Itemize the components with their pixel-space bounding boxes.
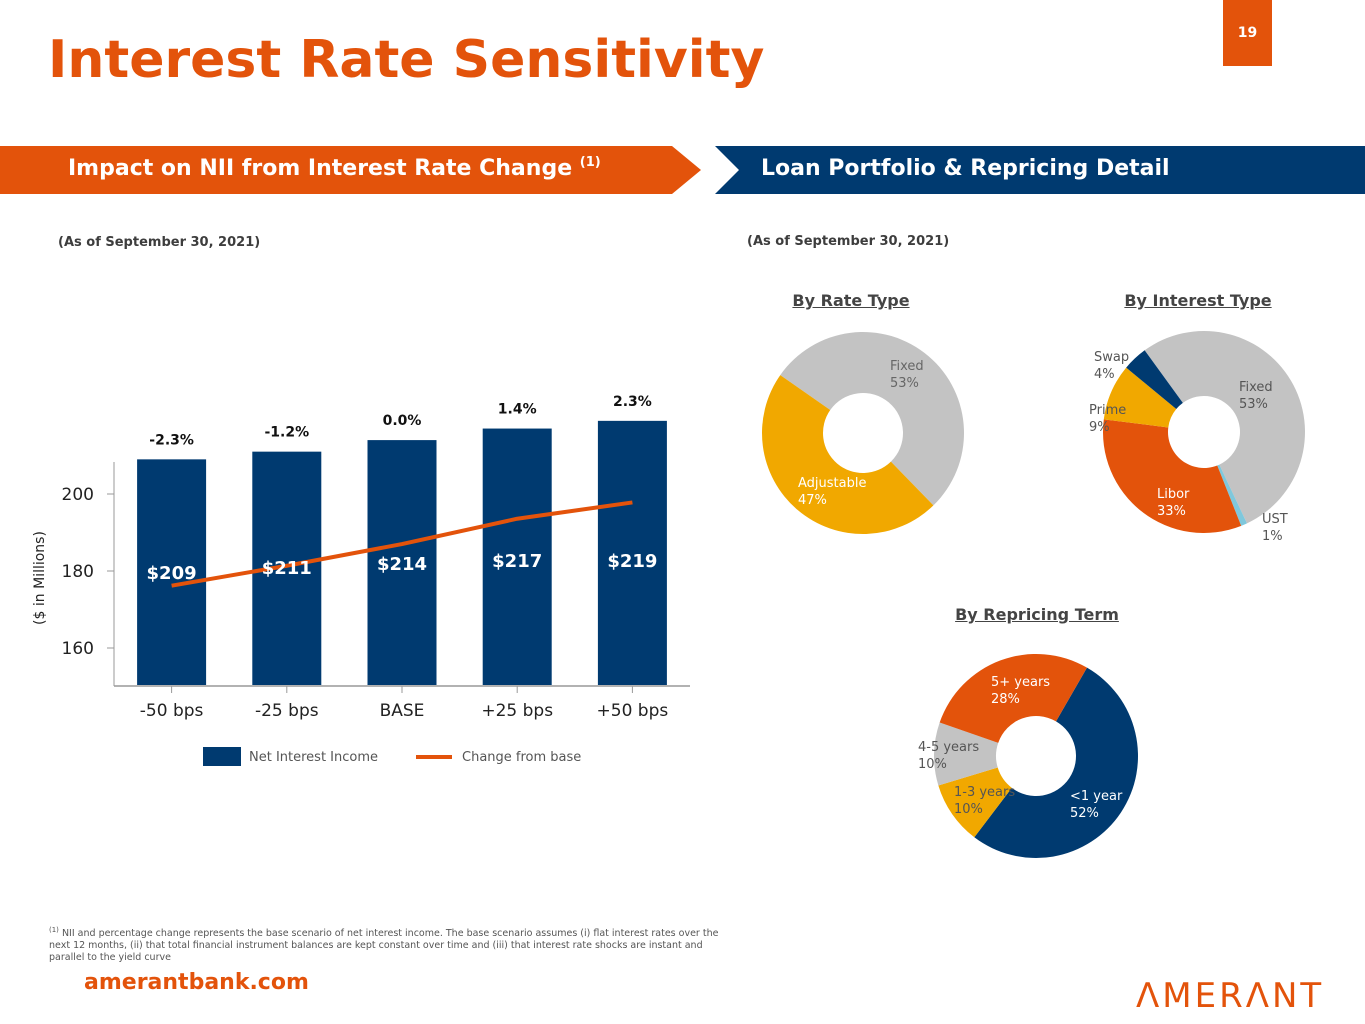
footnote-marker: (1) bbox=[49, 926, 59, 934]
donut-label-value: 53% bbox=[1239, 397, 1268, 412]
donut-label-value: 53% bbox=[890, 376, 919, 391]
nii-value-label: $217 bbox=[492, 551, 542, 572]
donut-label-name: 4-5 years bbox=[918, 740, 979, 755]
y-tick-label: 180 bbox=[62, 562, 94, 582]
donut-slice-swap bbox=[1126, 350, 1183, 410]
donut-label-value: 10% bbox=[954, 802, 983, 817]
donut-label-value: 28% bbox=[991, 692, 1020, 707]
nii-banner-shape bbox=[0, 146, 701, 194]
donut-label: Swap 4% bbox=[1094, 350, 1129, 382]
x-tick-label: -50 bps bbox=[140, 701, 204, 721]
amerant-logo: ΛMERΛNT bbox=[1136, 976, 1325, 1016]
donut-label-name: 1-3 years bbox=[954, 785, 1015, 800]
y-tick-label: 200 bbox=[62, 485, 94, 505]
pct-change-label: -1.2% bbox=[264, 425, 309, 441]
loan-banner-shape bbox=[715, 146, 1365, 194]
donut-label-value: 52% bbox=[1070, 806, 1099, 821]
change-from-base-line bbox=[171, 500, 633, 588]
donut-slice-fixed bbox=[780, 332, 964, 506]
nii-value-label: $209 bbox=[147, 563, 197, 584]
x-tick-label: +25 bps bbox=[481, 701, 553, 721]
donut-label-name: Libor bbox=[1157, 487, 1190, 502]
nii-bar-chart: 160 180 200 ($ in Millions) -50 bps -2.3% -25 … bbox=[32, 394, 690, 766]
legend-label-change: Change from base bbox=[462, 750, 581, 765]
donut-slice-1-3-years bbox=[938, 767, 1012, 838]
donut-label: UST 1% bbox=[1262, 512, 1288, 544]
page-number: 19 bbox=[1223, 0, 1272, 66]
donut-label-value: 10% bbox=[918, 757, 947, 772]
donut-label-name: Adjustable bbox=[798, 476, 866, 491]
pct-change-label: -2.3% bbox=[149, 432, 194, 448]
donut-slice-adjustable bbox=[762, 375, 934, 535]
donut-label-name: UST bbox=[1262, 512, 1288, 527]
pct-change-label: 2.3% bbox=[613, 394, 652, 410]
donut-slice-4-5-years bbox=[934, 722, 999, 786]
donut-label: 5+ years 28% bbox=[991, 675, 1050, 707]
rate-type-title: By Rate Type bbox=[792, 291, 910, 310]
donut-slice-fixed bbox=[1144, 331, 1305, 524]
nii-value-label: $219 bbox=[607, 551, 657, 572]
legend-swatch-nii bbox=[203, 747, 241, 766]
donut-label-name: Prime bbox=[1089, 403, 1126, 418]
donut-slice-5-years bbox=[939, 654, 1087, 743]
nii-value-label: $214 bbox=[377, 554, 427, 575]
website-link[interactable]: amerantbank.com bbox=[84, 970, 309, 995]
interest-type-title: By Interest Type bbox=[1124, 291, 1272, 310]
donut-label-value: 33% bbox=[1157, 504, 1186, 519]
donut-slice-prime bbox=[1103, 367, 1177, 428]
x-tick-label: +50 bps bbox=[597, 701, 669, 721]
loan-portfolio-banner: Loan Portfolio & Repricing Detail bbox=[715, 146, 1365, 194]
nii-value-label: $211 bbox=[262, 558, 312, 579]
footnote: (1) NII and percentage change represents… bbox=[49, 924, 739, 964]
donut-label-value: 1% bbox=[1262, 529, 1283, 544]
footnote-text: NII and percentage change represents the… bbox=[49, 928, 719, 964]
donut-label-name: 5+ years bbox=[991, 675, 1050, 690]
rate-type-donut: Fixed 53% Adjustable 47% bbox=[762, 332, 964, 535]
donut-label-value: 4% bbox=[1094, 367, 1115, 382]
nii-banner-label: Impact on NII from Interest Rate Change bbox=[68, 156, 573, 181]
donut-label-value: 47% bbox=[798, 493, 827, 508]
bar-nii bbox=[137, 459, 207, 685]
repricing-term-donut: <1 year 52% 1-3 years 10% 4-5 years 10% 5+ yea… bbox=[918, 654, 1138, 858]
legend-label-nii: Net Interest Income bbox=[249, 750, 378, 765]
y-tick-label: 160 bbox=[62, 639, 94, 659]
donut-label: 1-3 years 10% bbox=[954, 785, 1015, 817]
donut-label: Fixed 53% bbox=[890, 359, 924, 391]
x-tick-label: BASE bbox=[380, 701, 425, 721]
interest-type-donut: Fixed 53% UST 1% Libor 33% Prime 9% Swap 4% bbox=[1089, 331, 1305, 544]
donut-slice-libor bbox=[1103, 419, 1242, 533]
nii-banner: Impact on NII from Interest Rate Change … bbox=[0, 146, 702, 194]
bar-nii bbox=[482, 428, 552, 685]
donut-slice-ust bbox=[1217, 464, 1248, 526]
donut-slice--1-year bbox=[974, 667, 1138, 858]
pct-change-label: 1.4% bbox=[498, 402, 537, 418]
bar-nii bbox=[367, 440, 437, 685]
nii-banner-title: Impact on NII from Interest Rate Change … bbox=[68, 146, 601, 194]
donut-label: Fixed 53% bbox=[1239, 380, 1273, 412]
donut-label-name: Swap bbox=[1094, 350, 1129, 365]
donut-label: <1 year 52% bbox=[1070, 789, 1123, 821]
footnote-ref: (1) bbox=[579, 155, 601, 170]
loan-as-of-date: (As of September 30, 2021) bbox=[747, 234, 950, 249]
loan-banner-title: Loan Portfolio & Repricing Detail bbox=[761, 156, 1170, 181]
donut-label: Adjustable 47% bbox=[798, 476, 866, 508]
bar-nii bbox=[597, 420, 667, 685]
donut-label-value: 9% bbox=[1089, 420, 1110, 435]
repricing-term-title: By Repricing Term bbox=[955, 605, 1119, 624]
donut-label: Libor 33% bbox=[1157, 487, 1190, 519]
x-tick-label: -25 bps bbox=[255, 701, 319, 721]
donut-label-name: Fixed bbox=[890, 359, 924, 374]
pct-change-label: 0.0% bbox=[383, 413, 422, 429]
donut-label: 4-5 years 10% bbox=[918, 740, 979, 772]
y-axis-label: ($ in Millions) bbox=[32, 531, 48, 625]
donut-label-name: <1 year bbox=[1070, 789, 1123, 804]
page-title: Interest Rate Sensitivity bbox=[48, 30, 765, 90]
nii-as-of-date: (As of September 30, 2021) bbox=[58, 235, 261, 250]
donut-label: Prime 9% bbox=[1089, 403, 1126, 435]
donut-label-name: Fixed bbox=[1239, 380, 1273, 395]
